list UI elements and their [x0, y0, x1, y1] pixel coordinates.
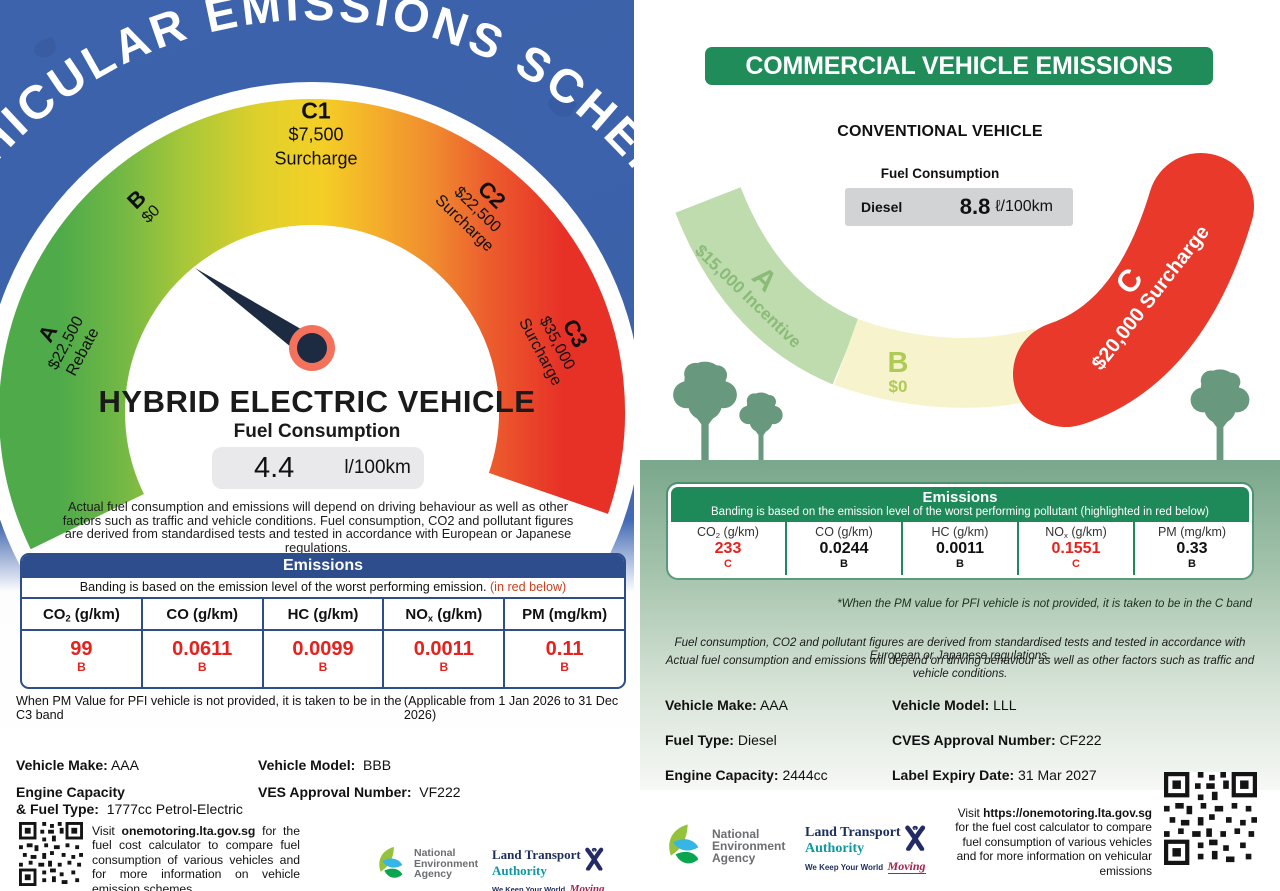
band-c-ribbon	[1013, 153, 1254, 427]
nea-icon	[372, 845, 410, 883]
table-col-nox: NOx (g/km) 0.0011 B	[384, 599, 506, 687]
tree-illustration	[739, 392, 783, 460]
cves-band-arc	[673, 153, 1254, 460]
vehicle-model-row: Vehicle Model: LLL	[892, 697, 1017, 713]
nea-wordmark: National Environment Agency	[712, 826, 786, 866]
lta-ribbon-icon	[585, 847, 605, 871]
vehicle-type-title: HYBRID ELECTRIC VEHICLE	[98, 384, 536, 419]
table-col-pm: PM (mg/km) 0.11 B	[505, 599, 624, 687]
fuel-type-row: Fuel Type: Diesel	[665, 732, 777, 748]
regulation-note-2: Actual fuel consumption and emissions wi…	[665, 654, 1255, 680]
label-expiry-row: Label Expiry Date: 31 Mar 2027	[892, 767, 1097, 783]
lta-logo: Land Transport Authority We Keep Your Wo…	[805, 825, 927, 874]
nea-icon	[660, 822, 708, 870]
ves-label-panel: VEHICULAR EMISSIONS SCHEME A $22,500 Reb…	[0, 0, 640, 891]
tree-illustration	[1190, 369, 1250, 460]
table-col-co: CO (g/km) 0.0244 B	[787, 522, 903, 576]
disclaimer-text: Actual fuel consumption and emissions wi…	[62, 499, 574, 556]
qr-note: Visit onemotoring.lta.gov.sg for the fue…	[92, 824, 300, 891]
fuel-consumption-value-box: Diesel 8.8 ℓ/100km	[845, 188, 1073, 226]
emissions-table-title: Emissions	[22, 555, 624, 578]
table-col-co2: CO2 (g/km) 99 B	[22, 599, 143, 687]
needle-hub	[297, 333, 327, 363]
qr-code	[1164, 772, 1257, 865]
pm-note: When PM Value for PFI vehicle is not pro…	[16, 694, 402, 722]
fuel-consumption-label: Fuel Consumption	[880, 166, 1000, 181]
fuel-type-row: & Fuel Type: 1777cc Petrol-Electric	[16, 801, 243, 817]
vehicle-make-row: Vehicle Make: AAA	[16, 757, 139, 773]
ves-approval-row: VES Approval Number: VF222	[258, 784, 461, 800]
band-c1-label: C1 $7,500 Surcharge	[274, 97, 358, 169]
fuel-unit: l/100km	[344, 457, 411, 478]
fuel-type: Diesel	[861, 199, 903, 215]
table-col-hc: HC (g/km) 0.0099 B	[263, 599, 385, 687]
table-col-nox: NOx (g/km) 0.1551 C	[1019, 522, 1135, 576]
visit-note: Visit https://onemotoring.lta.gov.sg for…	[955, 806, 1152, 878]
cves-title-banner: COMMERCIAL VEHICLE EMISSIONS SCHEME	[705, 47, 1213, 118]
cves-approval-row: CVES Approval Number: CF222	[892, 732, 1102, 748]
table-col-co: CO (g/km) 0.0611 B	[142, 599, 264, 687]
engine-capacity-row: Engine Capacity: 2444cc	[665, 767, 828, 783]
band-b-label: B $0	[887, 346, 909, 397]
pm-note: *When the PM value for PFI vehicle is no…	[837, 598, 1252, 610]
fuel-consumption-value-box: 4.4 l/100km	[212, 447, 424, 489]
fuel-consumption-label: Fuel Consumption	[233, 421, 401, 442]
lta-ribbon-icon	[905, 825, 927, 851]
emissions-table: Emissions Banding is based on the emissi…	[20, 553, 626, 689]
pm-note-row: When PM Value for PFI vehicle is not pro…	[16, 694, 626, 722]
gauge-needle	[195, 268, 320, 357]
gauge-band-arc	[0, 99, 625, 550]
applicable-period: (Applicable from 1 Jan 2026 to 31 Dec 20…	[403, 694, 619, 722]
vehicle-make-row: Vehicle Make: AAA	[665, 697, 788, 713]
table-col-co2: CO2 (g/km) 233 C	[671, 522, 787, 576]
band-a-arc	[675, 186, 861, 385]
table-col-hc: HC (g/km) 0.0011 B	[903, 522, 1019, 576]
emissions-table-subtitle: Banding is based on the emission level o…	[22, 578, 624, 599]
table-col-pm: PM (mg/km) 0.33 B	[1157, 525, 1227, 571]
nea-logo: National Environment Agency	[660, 822, 785, 870]
tree-illustration	[673, 361, 737, 460]
fuel-unit: ℓ/100km	[995, 198, 1053, 215]
ribbon-notch	[1092, 234, 1117, 262]
vehicle-model-row: Vehicle Model: BBB	[258, 757, 392, 773]
cves-label-panel: COMMERCIAL VEHICLE EMISSIONS SCHEME CONV…	[640, 0, 1280, 891]
qr-code	[19, 822, 83, 886]
nea-logo: National Environment Agency	[372, 845, 478, 883]
lta-logo: Land Transport Authority We Keep Your Wo…	[492, 847, 632, 891]
emissions-table: Emissions Banding is based on the emissi…	[668, 484, 1252, 579]
emissions-table-body: CO2 (g/km) 99 B CO (g/km) 0.0611 B HC (g/k…	[22, 599, 624, 687]
fuel-value: 8.8	[959, 194, 991, 219]
conventional-vehicle-title: CONVENTIONAL VEHICLE	[837, 123, 1043, 140]
nea-wordmark: National Environment Agency	[414, 846, 479, 881]
engine-capacity-label: Engine Capacity	[16, 784, 125, 800]
emissions-table-header: Emissions Banding is based on the emissi…	[671, 487, 1249, 522]
emissions-table-body: CO2 (g/km) 233 C CO (g/km) 0.0244 B HC (…	[671, 522, 1249, 576]
regulation-note-1: Fuel consumption, CO2 and pollutant figu…	[674, 636, 1246, 662]
fuel-value: 4.4	[254, 451, 295, 484]
